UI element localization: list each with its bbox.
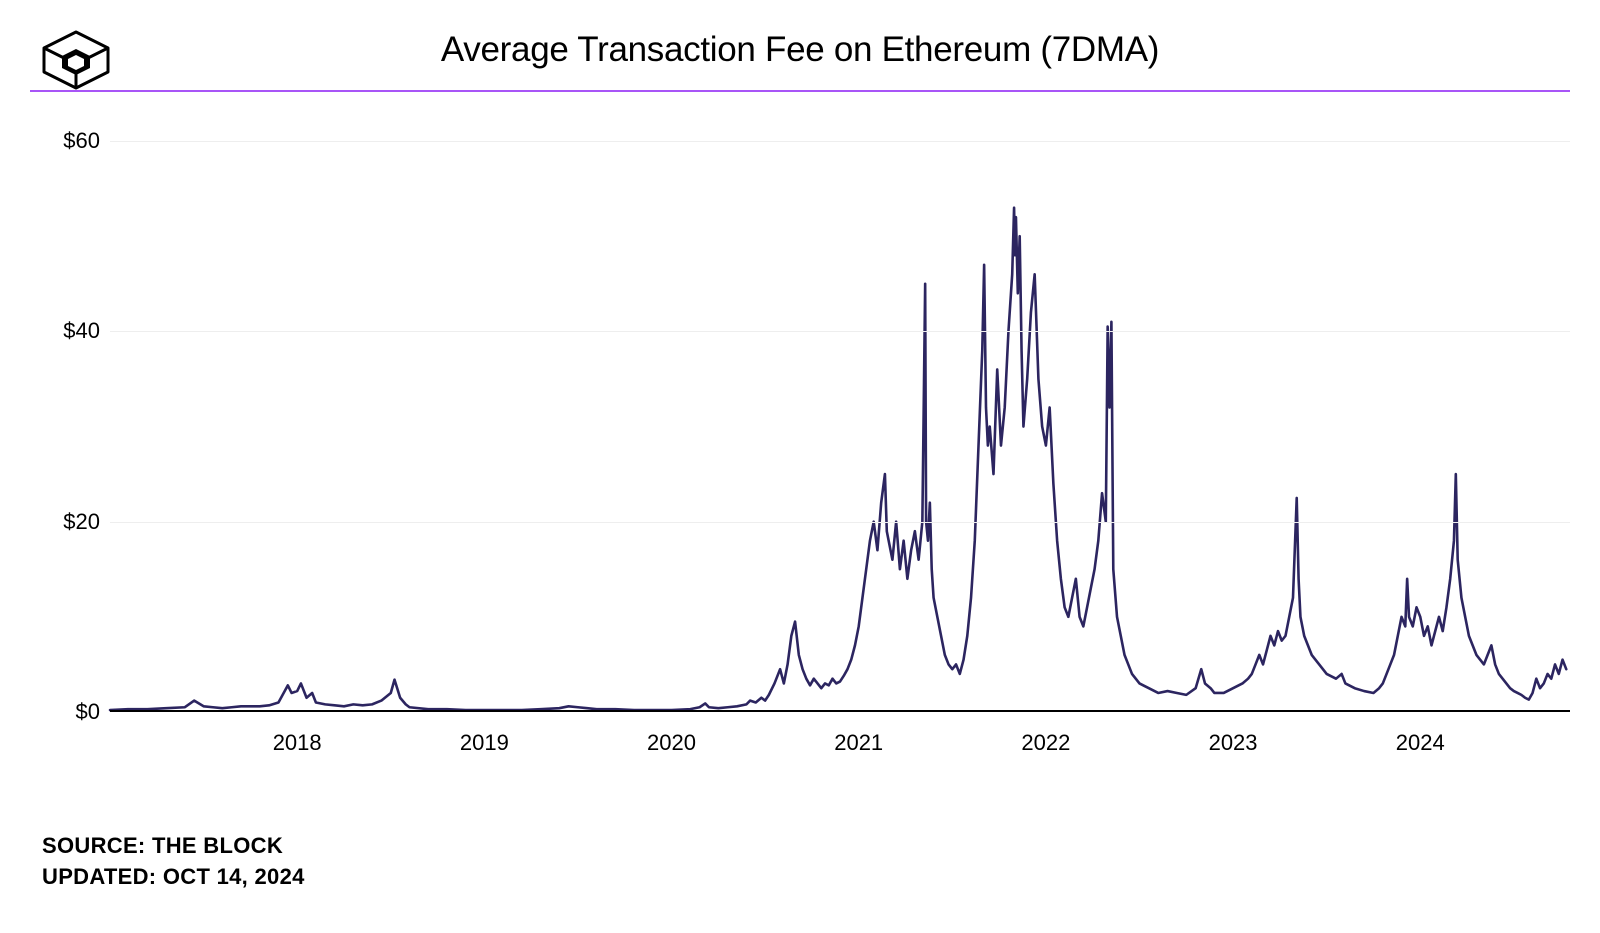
gridline (110, 331, 1570, 332)
x-axis: 2018 2019 2020 2021 2022 2023 2024 (110, 722, 1570, 762)
chart-header: Average Transaction Fee on Ethereum (7DM… (0, 0, 1600, 90)
chart-title: Average Transaction Fee on Ethereum (7DM… (40, 30, 1560, 70)
source-value: THE BLOCK (152, 833, 283, 858)
x-tick-label: 2023 (1209, 730, 1258, 756)
gridline (110, 141, 1570, 142)
y-tick-label: $60 (63, 128, 100, 154)
x-tick-label: 2022 (1021, 730, 1070, 756)
line-chart-svg (110, 122, 1570, 712)
x-axis-line (110, 710, 1570, 712)
updated-value: OCT 14, 2024 (163, 864, 305, 889)
x-tick-label: 2024 (1396, 730, 1445, 756)
x-tick-label: 2019 (460, 730, 509, 756)
x-tick-label: 2021 (834, 730, 883, 756)
header-divider (30, 90, 1570, 92)
x-tick-label: 2020 (647, 730, 696, 756)
updated-line: UPDATED: OCT 14, 2024 (42, 862, 305, 893)
y-tick-label: $20 (63, 509, 100, 535)
source-line: SOURCE: THE BLOCK (42, 831, 305, 862)
chart-footer: SOURCE: THE BLOCK UPDATED: OCT 14, 2024 (42, 831, 305, 893)
theblock-logo-icon (40, 30, 112, 95)
fee-line-series (110, 208, 1566, 710)
gridline (110, 522, 1570, 523)
updated-label: UPDATED: (42, 864, 156, 889)
plot-region (110, 122, 1570, 712)
x-tick-label: 2018 (273, 730, 322, 756)
y-tick-label: $0 (76, 699, 100, 725)
y-tick-label: $40 (63, 318, 100, 344)
chart-area: $0 $20 $40 $60 2018 2019 2020 2021 2022 2023 2024 (30, 122, 1570, 762)
y-axis: $0$20$40$60 (30, 122, 105, 712)
source-label: SOURCE: (42, 833, 146, 858)
